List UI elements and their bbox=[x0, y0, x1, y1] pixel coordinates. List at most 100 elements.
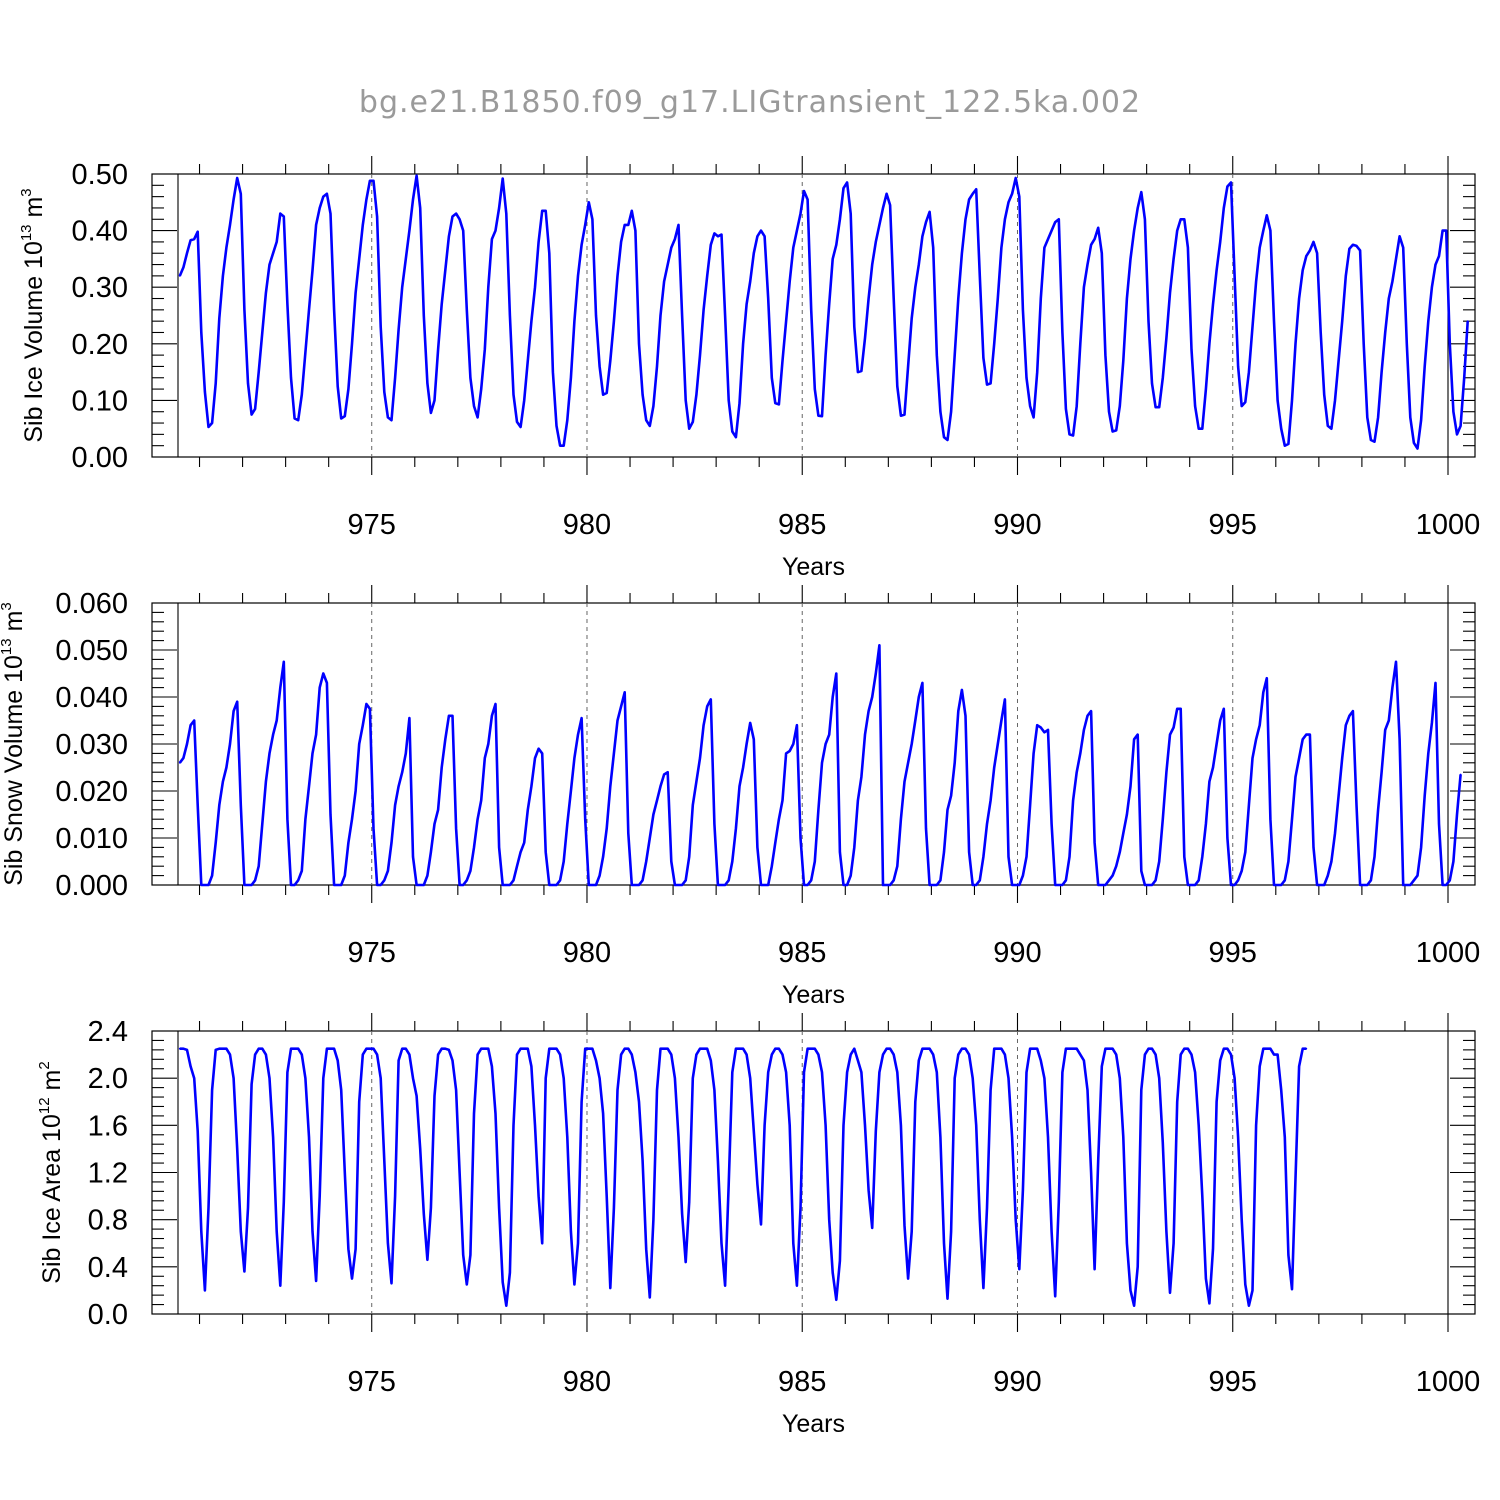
data-point bbox=[917, 263, 920, 266]
data-point bbox=[602, 855, 604, 858]
data-point bbox=[760, 229, 762, 232]
data-point bbox=[1405, 884, 1408, 886]
data-point bbox=[491, 714, 493, 717]
y-tick-label: 0.050 bbox=[55, 635, 128, 667]
data-point bbox=[1438, 255, 1440, 257]
data-point bbox=[620, 1053, 622, 1056]
data-point bbox=[214, 841, 217, 844]
data-point bbox=[1140, 870, 1143, 872]
data-point bbox=[731, 430, 734, 433]
data-point bbox=[329, 813, 332, 816]
data-point bbox=[623, 1047, 626, 1050]
data-point bbox=[1104, 354, 1107, 356]
data-point bbox=[695, 393, 698, 396]
data-point bbox=[415, 1095, 418, 1097]
data-point bbox=[810, 879, 813, 882]
data-point bbox=[774, 841, 777, 844]
data-point bbox=[300, 1053, 303, 1056]
data-point bbox=[430, 412, 432, 414]
data-point bbox=[982, 855, 985, 858]
data-point bbox=[860, 370, 863, 372]
data-point bbox=[1240, 870, 1243, 872]
data-point bbox=[1391, 686, 1394, 689]
data-point bbox=[799, 1207, 802, 1209]
data-point bbox=[788, 1124, 791, 1127]
data-point bbox=[964, 1047, 967, 1050]
y-axis-label: Sib Snow Volume 1013 m3 bbox=[0, 602, 28, 886]
data-point bbox=[519, 1047, 522, 1050]
data-point bbox=[286, 818, 289, 821]
data-point bbox=[562, 1077, 565, 1080]
data-point bbox=[250, 1083, 253, 1085]
data-point bbox=[530, 1065, 533, 1068]
data-point bbox=[1323, 884, 1326, 886]
data-point bbox=[552, 371, 554, 373]
data-point bbox=[803, 190, 805, 192]
data-point bbox=[864, 733, 866, 736]
data-point bbox=[516, 1053, 518, 1056]
data-point bbox=[659, 1047, 662, 1050]
data-point bbox=[347, 388, 350, 390]
data-point bbox=[534, 286, 536, 289]
data-point bbox=[878, 644, 881, 647]
data-point bbox=[412, 855, 414, 858]
data-point bbox=[720, 1242, 723, 1245]
data-point bbox=[846, 884, 848, 886]
data-point bbox=[763, 235, 766, 238]
data-point bbox=[426, 1258, 429, 1261]
data-point bbox=[788, 750, 791, 752]
data-point bbox=[462, 884, 465, 886]
data-point bbox=[566, 823, 569, 825]
data-point bbox=[917, 1059, 920, 1062]
data-point bbox=[724, 884, 726, 886]
x-tick-label: 1000 bbox=[1416, 937, 1481, 969]
data-point bbox=[1201, 427, 1204, 430]
data-point bbox=[717, 1159, 719, 1162]
data-point bbox=[534, 757, 536, 759]
data-point bbox=[598, 874, 601, 877]
data-point bbox=[412, 1077, 414, 1080]
data-point bbox=[605, 392, 608, 394]
data-point bbox=[247, 382, 249, 385]
data-point bbox=[1359, 249, 1361, 252]
data-point bbox=[383, 879, 386, 882]
data-point bbox=[315, 224, 317, 226]
data-point bbox=[634, 884, 637, 886]
data-point bbox=[476, 1053, 479, 1056]
data-point bbox=[1014, 884, 1017, 886]
data-point bbox=[1129, 258, 1132, 260]
data-point bbox=[448, 1049, 450, 1051]
data-point bbox=[602, 1112, 604, 1115]
data-point bbox=[659, 785, 662, 788]
data-point bbox=[243, 1270, 246, 1273]
data-point bbox=[630, 1053, 633, 1056]
data-point bbox=[882, 1053, 884, 1056]
data-point bbox=[1126, 297, 1128, 300]
data-point bbox=[1190, 1053, 1193, 1056]
data-point bbox=[950, 410, 952, 413]
data-point bbox=[207, 884, 210, 886]
data-point bbox=[1197, 1124, 1200, 1127]
data-point bbox=[1194, 1071, 1196, 1074]
y-axis-label-unit: m bbox=[0, 611, 28, 639]
data-point bbox=[598, 1077, 601, 1080]
data-point bbox=[713, 1089, 716, 1091]
data-point bbox=[290, 376, 292, 379]
data-point bbox=[562, 860, 565, 863]
data-point bbox=[1136, 1265, 1139, 1268]
data-point bbox=[1054, 884, 1057, 886]
data-point bbox=[1165, 771, 1168, 774]
data-point bbox=[1370, 879, 1372, 882]
data-point bbox=[1255, 280, 1257, 283]
data-point bbox=[939, 410, 942, 413]
data-point bbox=[483, 1047, 486, 1050]
x-tick-label: 1000 bbox=[1416, 509, 1481, 541]
data-point bbox=[1029, 405, 1031, 407]
data-point bbox=[957, 1053, 960, 1056]
data-point bbox=[735, 436, 737, 439]
data-point bbox=[1423, 794, 1426, 797]
data-point bbox=[1373, 440, 1376, 443]
data-point bbox=[351, 342, 353, 345]
data-point bbox=[1158, 406, 1161, 409]
data-point bbox=[419, 207, 422, 209]
